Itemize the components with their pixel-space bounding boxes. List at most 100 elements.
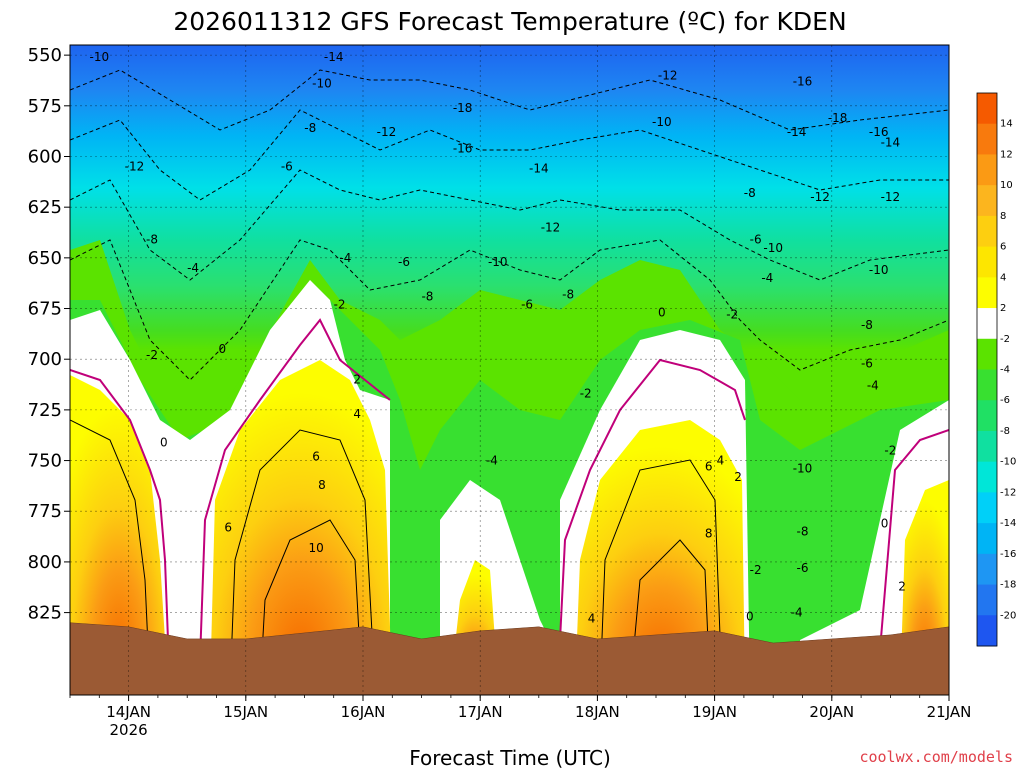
contour-label-29: -6: [521, 298, 533, 312]
colorbar-swatch-5: [977, 246, 997, 278]
colorbar-label-14: 14: [1000, 119, 1013, 130]
contour-label-17: -8: [744, 186, 756, 200]
contour-label-0: -10: [89, 50, 109, 64]
terrain-surface: [69, 622, 950, 696]
contour-label-19: -12: [881, 190, 901, 204]
contour-label-27: -4: [187, 261, 199, 275]
contour-label-38: -2: [146, 348, 158, 362]
contour-label-40: 2: [353, 373, 361, 387]
zero-contour-3: [559, 358, 746, 641]
contour-label-60: 2: [898, 579, 906, 593]
colorbar-label-8: 8: [1000, 211, 1006, 222]
contour-label-41: -4: [867, 379, 879, 393]
colorbar: 14 12 10 8 6 4 2 -2 -4 -6 -8 -10 -12 -14 -16 -18 -20: [976, 92, 1016, 647]
y-tick-label-775: 775: [28, 501, 62, 522]
contour-label-51: -10: [793, 462, 813, 476]
contour-label-6: -18: [828, 111, 848, 125]
contour-label-45: 8: [318, 478, 326, 492]
colorbar-swatch-9: [977, 369, 997, 401]
contour-label-50: 2: [734, 470, 742, 484]
contour-label-13: -16: [453, 141, 473, 155]
zero-contour-2: [199, 318, 391, 661]
credit-text: coolwx.com/models: [859, 748, 1013, 766]
contour-label-42: 4: [353, 407, 361, 421]
colorbar-label--2: -2: [1000, 334, 1010, 345]
x-tick-label-16: 16JAN: [341, 703, 386, 721]
contour-label-59: -2: [750, 563, 762, 577]
contour-label-34: 0: [658, 306, 666, 320]
colorbar-label-2: 2: [1000, 303, 1006, 314]
colorbar-label--12: -12: [1000, 487, 1016, 498]
contour-label-49: 6: [705, 460, 713, 474]
contour-label-10: -10: [652, 115, 672, 129]
contour-label-5: -16: [793, 75, 813, 89]
contour-label-21: -8: [146, 233, 158, 247]
contour-label-32: -4: [761, 271, 773, 285]
plot-area: [70, 45, 949, 695]
x-tick-sublabel-14: 2026: [110, 721, 148, 739]
contour-label-20: -12: [541, 220, 561, 234]
x-tick-label-19: 19JAN: [692, 703, 737, 721]
contour-label-15: -6: [281, 160, 293, 174]
colorbar-swatch-15: [977, 553, 997, 586]
contour-label-30: -8: [562, 287, 574, 301]
y-axis: 550 575 600 625 650 675 700 725 750 775 800 825: [28, 45, 70, 624]
colorbar-swatch-10: [977, 400, 997, 432]
contour-label-55: 8: [705, 527, 713, 541]
colorbar-swatch-3: [977, 185, 997, 217]
contour-label-44: 6: [312, 450, 320, 464]
y-tick-label-575: 575: [28, 96, 62, 117]
colorbar-swatch-4: [977, 215, 997, 248]
x-axis-title: Forecast Time (UTC): [409, 746, 611, 768]
contour-label-57: 0: [881, 516, 889, 530]
contour-label-18: -12: [810, 190, 830, 204]
x-tick-label-15: 15JAN: [223, 703, 268, 721]
y-tick-label-825: 825: [28, 603, 62, 624]
contour-label-2: -10: [312, 77, 332, 91]
contour-label-8: -14: [881, 135, 901, 149]
y-tick-label-675: 675: [28, 299, 62, 320]
contour-label-28: -8: [421, 289, 433, 303]
colorbar-label-12: 12: [1000, 149, 1013, 160]
colorbar-label--20: -20: [1000, 610, 1016, 621]
colorbar-swatch-14: [977, 523, 997, 555]
colorbar-swatch-2: [977, 154, 997, 186]
colorbar-swatch-8: [977, 338, 997, 370]
contour-label-26: -10: [488, 255, 508, 269]
contour-label-43: -2: [580, 387, 592, 401]
chart-title: 2026011312 GFS Forecast Temperature (ºC)…: [173, 7, 846, 36]
colorbar-label--16: -16: [1000, 549, 1016, 560]
colorbar-label--14: -14: [1000, 518, 1016, 529]
colorbar-label-10: 10: [1000, 180, 1013, 191]
zero-contour-4: [879, 429, 949, 651]
warm-lobe-2: [210, 360, 392, 690]
positive-contours: [70, 419, 723, 691]
colorbar-label-4: 4: [1000, 272, 1006, 283]
y-tick-label-700: 700: [28, 349, 62, 370]
contour-label-61: 4: [588, 612, 596, 626]
x-tick-label-17: 17JAN: [458, 703, 503, 721]
colorbar-swatch-0: [977, 93, 997, 125]
contour-label-22: -6: [750, 233, 762, 247]
contour-label-25: -6: [398, 255, 410, 269]
colorbar-label--18: -18: [1000, 580, 1016, 591]
contour-label-12: -12: [377, 125, 397, 139]
contour-label-23: -10: [763, 241, 783, 255]
y-tick-label-625: 625: [28, 197, 62, 218]
colorbar-swatch-11: [977, 430, 997, 463]
contour-label-33: -2: [334, 298, 346, 312]
contour-label-54: 10: [308, 541, 323, 555]
contour-label-37: 0: [219, 342, 227, 356]
colorbar-label--8: -8: [1000, 426, 1010, 437]
colorbar-label--6: -6: [1000, 395, 1010, 406]
contour-labels: -10 -14-10-18-12 -16-18-16-14-14-10-8 -12-1…: [89, 50, 905, 626]
contour-label-3: -18: [453, 101, 473, 115]
contour-label-31: -10: [869, 263, 889, 277]
y-tick-label-725: 725: [28, 400, 62, 421]
colorbar-swatch-7: [977, 308, 997, 340]
colorbar-swatch-13: [977, 492, 997, 524]
contour-label-39: -6: [861, 356, 873, 370]
contour-label-56: -8: [797, 525, 809, 539]
contour-label-36: -8: [861, 318, 873, 332]
